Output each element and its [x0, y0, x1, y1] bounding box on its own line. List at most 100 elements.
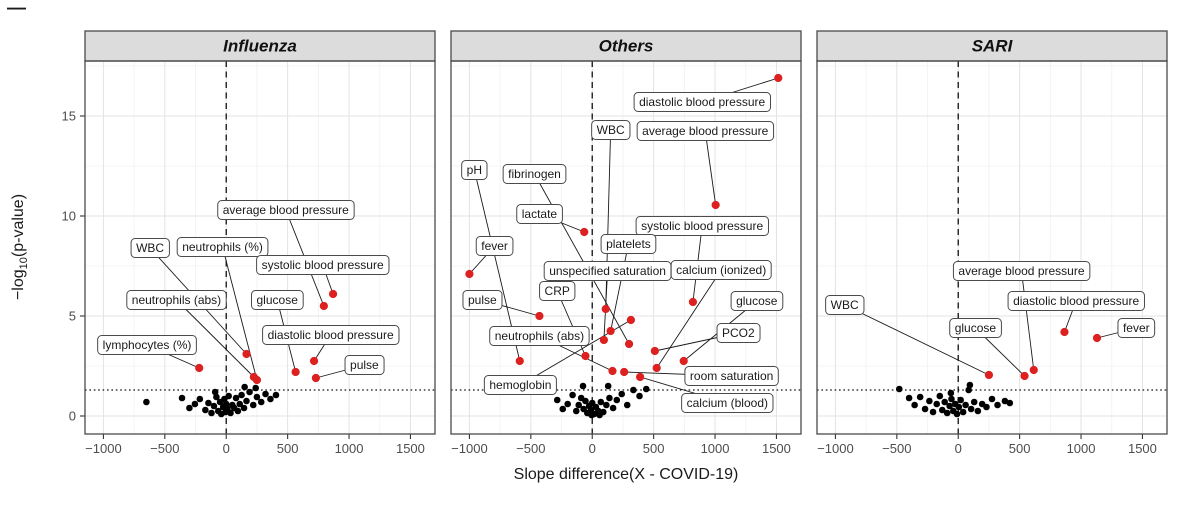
point-label: PCO2 — [716, 323, 761, 343]
point-label: lymphocytes (%) — [97, 335, 197, 355]
point-label-text: neutrophils (%) — [182, 240, 263, 254]
significant-point — [688, 297, 698, 307]
background-point — [227, 409, 234, 417]
significant-point — [309, 356, 319, 366]
background-point — [211, 388, 219, 396]
leader-line — [1021, 270, 1035, 371]
x-axis-tick-label: 500 — [1009, 441, 1031, 456]
background-point — [929, 408, 937, 416]
background-point — [225, 392, 232, 400]
significant-point — [774, 73, 783, 83]
point-label-box — [670, 260, 772, 280]
point-label: neutrophils (abs) — [489, 326, 590, 346]
point-label-text: diastolic blood pressure — [268, 328, 394, 342]
background-point — [178, 394, 186, 402]
background-point — [895, 385, 903, 393]
point-label-box — [126, 290, 227, 310]
y-axis-tick-label: 5 — [69, 309, 76, 324]
point-label: pulse — [462, 290, 503, 310]
background-point — [208, 409, 215, 417]
significant-point — [1020, 371, 1029, 381]
point-label-text: unspecified saturation — [549, 264, 666, 278]
x-axis-tick-label: 0 — [589, 441, 596, 456]
facet-others: pH fibrinogen lactate fever WBC diastolic blo… — [450, 30, 802, 456]
background-point — [933, 400, 941, 408]
background-point — [262, 390, 269, 398]
x-axis-tick-label: 0 — [223, 441, 230, 456]
point-label: WBC — [825, 295, 865, 315]
point-label-box — [344, 355, 385, 375]
background-point — [257, 398, 265, 406]
background-point — [911, 401, 918, 409]
point-label-box — [539, 281, 576, 301]
point-label-box — [516, 204, 563, 224]
point-label: CRP — [539, 281, 576, 301]
point-label-text: fever — [481, 239, 508, 253]
x-axis-tick-label: 1500 — [396, 441, 425, 456]
significant-point — [679, 356, 688, 366]
x-axis-tick-label: 1500 — [762, 441, 791, 456]
point-label-text: fever — [1123, 321, 1150, 335]
x-axis-tick-label: 1000 — [335, 441, 364, 456]
x-axis-tick-label: 500 — [643, 441, 665, 456]
background-point — [210, 402, 218, 410]
background-point — [947, 389, 955, 397]
significant-point — [608, 366, 617, 376]
background-point — [253, 393, 261, 401]
y-axis-tick-label: 10 — [62, 209, 76, 224]
background-point — [941, 398, 949, 406]
background-point — [618, 390, 626, 398]
background-point — [604, 382, 612, 390]
point-label-text: lactate — [522, 207, 558, 221]
point-label-text: neutrophils (abs) — [132, 293, 221, 307]
background-point — [597, 398, 605, 406]
background-point — [588, 411, 595, 419]
background-point — [1006, 399, 1014, 407]
background-point — [606, 394, 613, 402]
background-point — [196, 395, 204, 403]
point-label-box — [952, 261, 1091, 281]
background-point — [936, 392, 944, 400]
point-label-text: room saturation — [690, 369, 773, 383]
point-label-box — [825, 295, 865, 315]
leader-line — [222, 246, 258, 381]
point-label-box — [483, 375, 557, 395]
point-label: fever — [475, 236, 514, 256]
point-label-text: WBC — [831, 298, 859, 312]
point-label: glucose — [949, 318, 1002, 338]
facet-influenza: lymphocytes (%) WBC neutrophils (%) neutrop… — [84, 30, 436, 456]
significant-point — [711, 200, 720, 210]
point-label-box — [97, 335, 197, 355]
point-label-text: average blood pressure — [223, 203, 349, 217]
point-label: calcium (blood) — [681, 393, 774, 413]
point-label-text: calcium (ionized) — [676, 263, 766, 277]
point-label: average blood pressure — [952, 261, 1091, 281]
corner-dash-artifact: — — [7, 0, 26, 19]
x-axis-tick-label: −500 — [150, 441, 179, 456]
background-point — [272, 391, 280, 399]
point-label: systolic blood pressure — [635, 216, 769, 236]
background-point — [957, 396, 964, 404]
point-label-box — [1007, 291, 1145, 311]
background-point — [967, 405, 975, 413]
point-label-text: hemoglobin — [489, 378, 551, 392]
point-label: pH — [461, 160, 488, 180]
significant-point — [328, 289, 338, 299]
significant-point — [1029, 365, 1038, 375]
point-label: unspecified saturation — [543, 261, 672, 281]
background-point — [953, 410, 961, 418]
point-label-box — [502, 164, 567, 184]
background-point — [916, 393, 924, 401]
point-label-text: neutrophils (abs) — [495, 329, 584, 343]
significant-point — [319, 301, 328, 311]
point-label-text: systolic blood pressure — [641, 219, 763, 233]
background-point — [623, 401, 631, 409]
point-label: average blood pressure — [636, 121, 775, 141]
facet-strip — [816, 30, 1168, 62]
y-axis-tick-label: 15 — [62, 109, 76, 124]
background-point — [241, 383, 248, 391]
background-point — [994, 401, 1001, 409]
point-label: neutrophils (%) — [176, 237, 269, 257]
y-axis-tick-label: 0 — [69, 409, 76, 424]
background-point — [636, 392, 643, 400]
